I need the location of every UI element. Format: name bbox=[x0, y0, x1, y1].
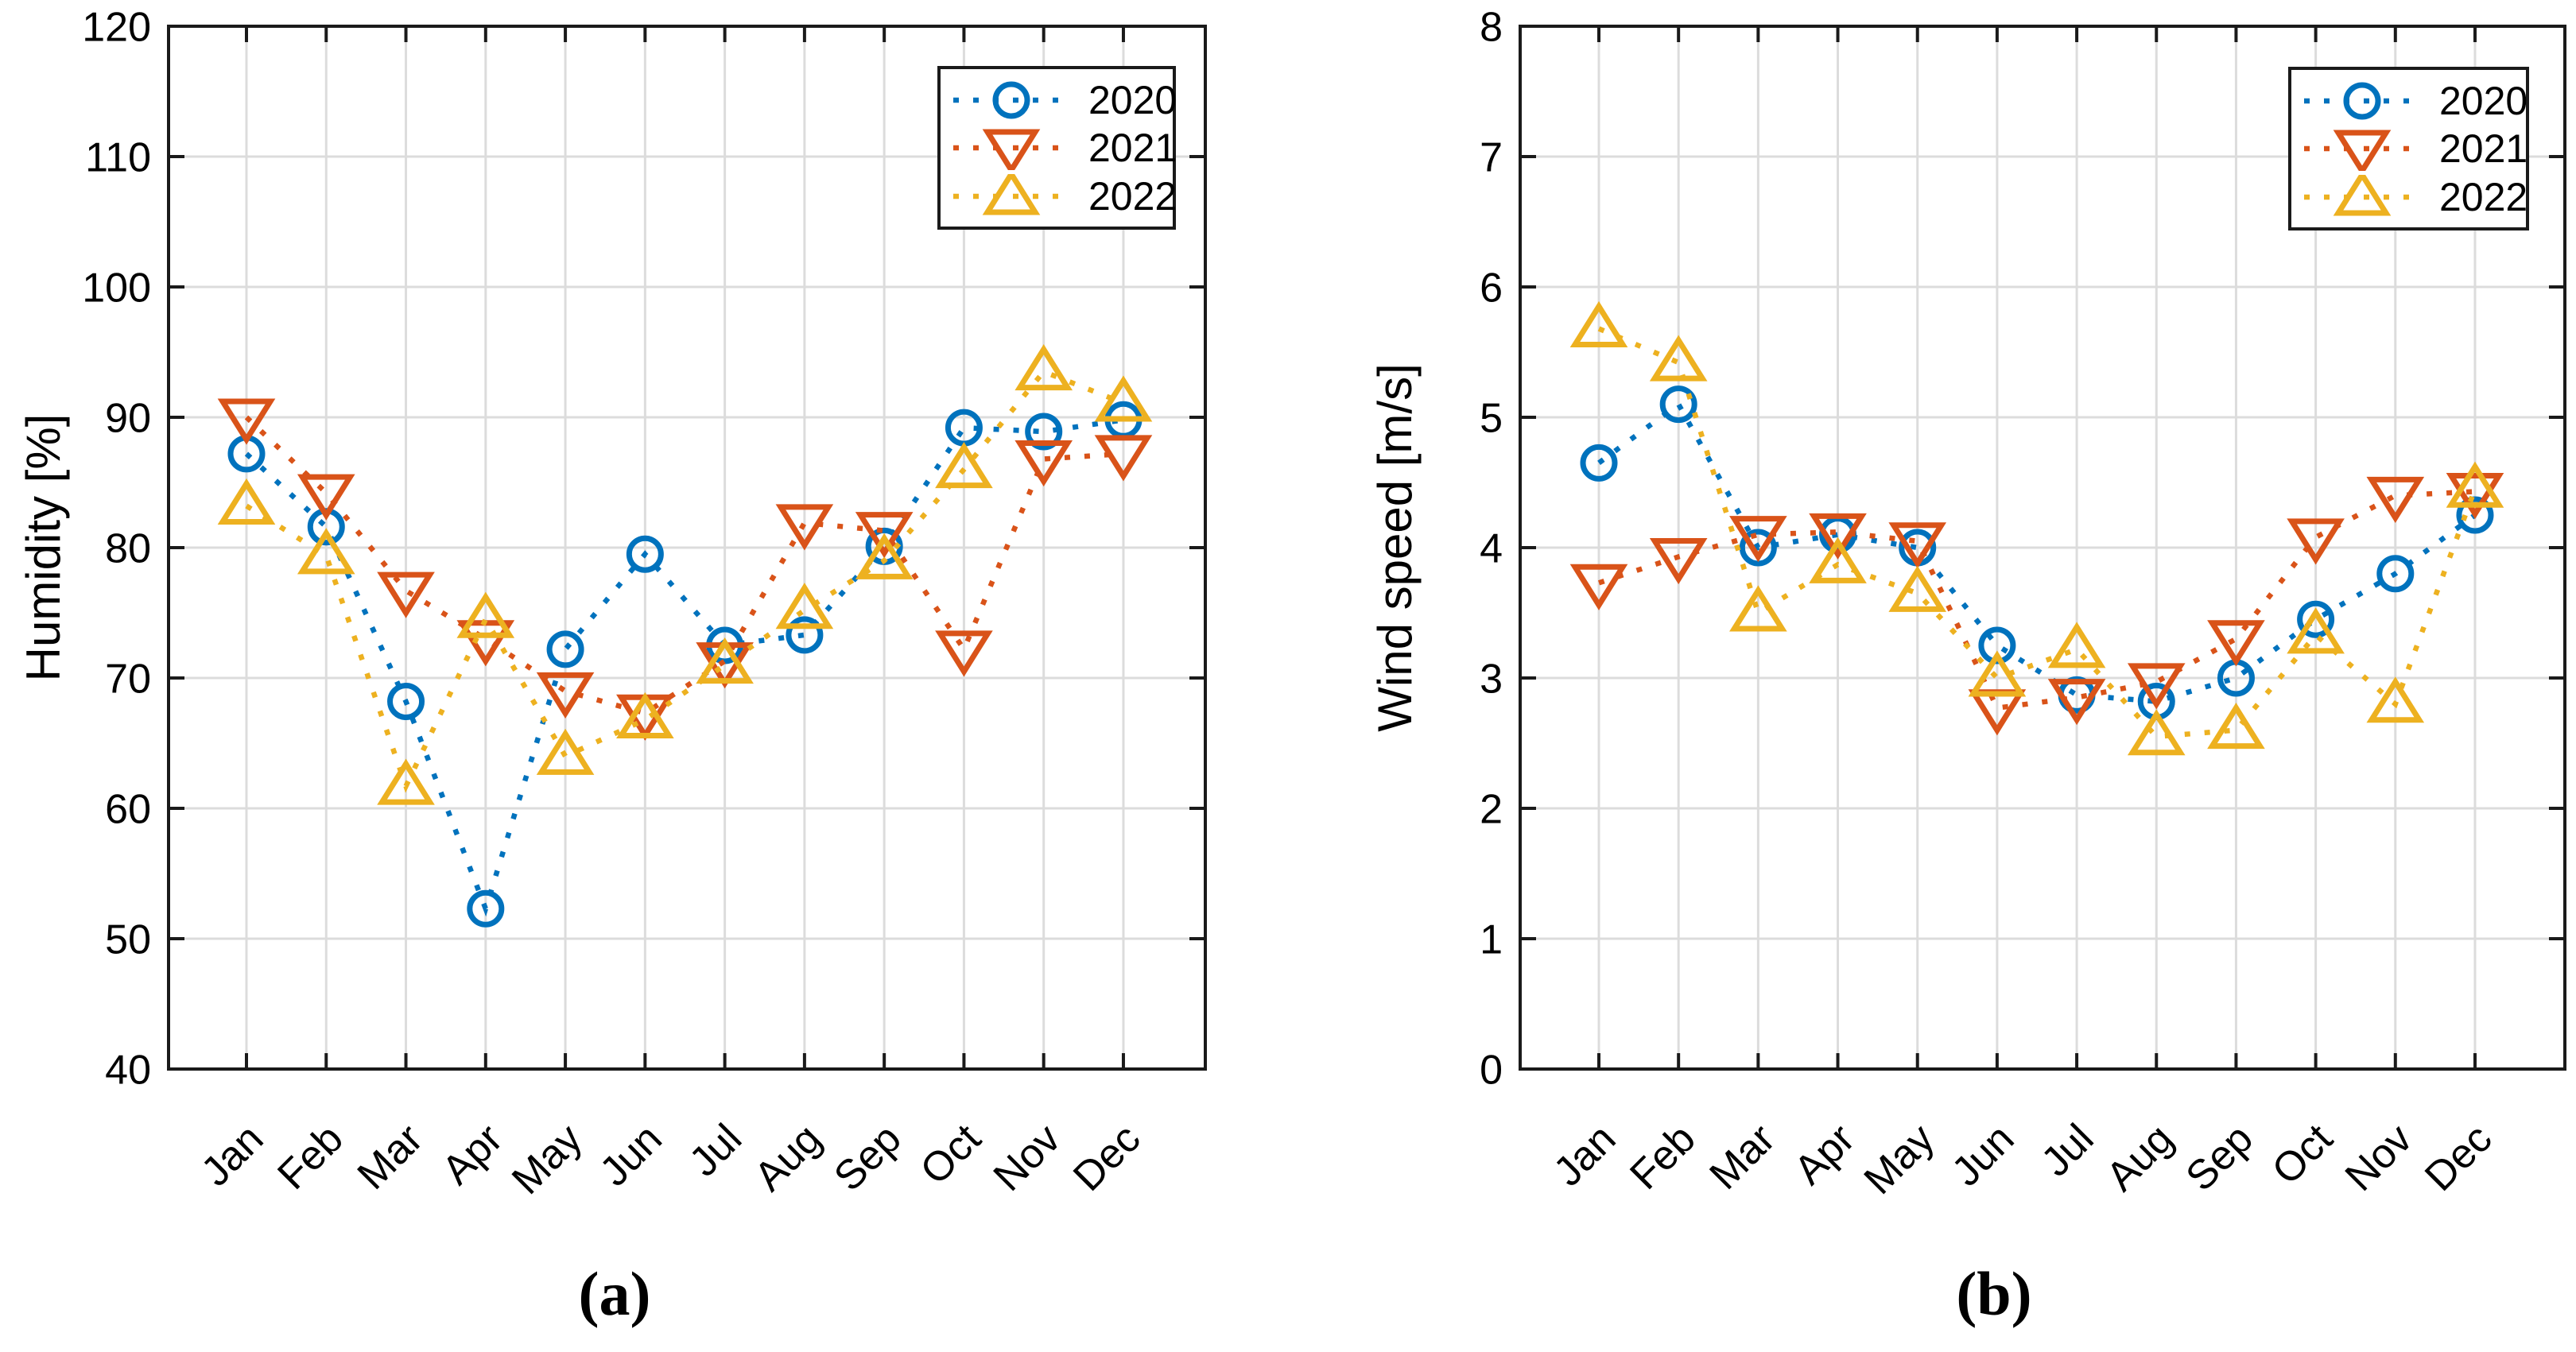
svg-text:2: 2 bbox=[1480, 787, 1503, 833]
svg-text:Aug: Aug bbox=[2097, 1115, 2182, 1199]
svg-text:Feb: Feb bbox=[269, 1115, 351, 1198]
svg-text:Dec: Dec bbox=[1065, 1115, 1149, 1199]
svg-text:8: 8 bbox=[1480, 5, 1503, 51]
svg-text:60: 60 bbox=[105, 787, 151, 833]
legend-marker-2021-icon bbox=[2304, 130, 2420, 171]
series-2020 bbox=[227, 401, 1143, 928]
svg-text:Apr: Apr bbox=[1786, 1115, 1864, 1193]
y-axis-label: Wind speed [m/s] bbox=[1368, 363, 1422, 732]
svg-text:5: 5 bbox=[1480, 396, 1503, 442]
svg-text:Mar: Mar bbox=[1701, 1115, 1784, 1198]
svg-text:Apr: Apr bbox=[433, 1115, 511, 1193]
svg-text:Jun: Jun bbox=[1943, 1115, 2023, 1195]
legend-label: 2020 bbox=[2439, 78, 2528, 123]
svg-text:100: 100 bbox=[82, 265, 151, 312]
svg-text:70: 70 bbox=[105, 657, 151, 703]
svg-text:Nov: Nov bbox=[2337, 1115, 2421, 1199]
svg-text:Jan: Jan bbox=[192, 1115, 272, 1195]
y-axis-label: Humidity [%] bbox=[17, 414, 70, 682]
svg-text:7: 7 bbox=[1480, 135, 1503, 181]
legend-row: 2022 bbox=[952, 173, 1177, 219]
svg-text:Dec: Dec bbox=[2416, 1115, 2500, 1199]
legend-row: 2020 bbox=[952, 78, 1177, 122]
series-2021 bbox=[217, 398, 1153, 741]
svg-text:Aug: Aug bbox=[746, 1115, 830, 1199]
svg-text:40: 40 bbox=[105, 1048, 151, 1094]
svg-text:Sep: Sep bbox=[825, 1115, 910, 1199]
svg-text:120: 120 bbox=[82, 5, 151, 51]
legend-label: 2021 bbox=[2439, 126, 2528, 171]
legend-row: 2020 bbox=[2302, 78, 2528, 123]
legend-label: 2022 bbox=[1088, 173, 1177, 219]
legend-label: 2020 bbox=[1088, 77, 1177, 122]
svg-text:90: 90 bbox=[105, 396, 151, 442]
series-2022 bbox=[217, 343, 1153, 805]
series-2021 bbox=[1569, 472, 2504, 736]
svg-text:May: May bbox=[503, 1115, 591, 1203]
caption-panel-b: (b) bbox=[1956, 1259, 2032, 1328]
svg-text:Mar: Mar bbox=[349, 1115, 432, 1198]
svg-text:Jul: Jul bbox=[681, 1115, 751, 1185]
legend-label: 2021 bbox=[1088, 126, 1177, 170]
series-2020 bbox=[1580, 385, 2494, 721]
svg-text:Jul: Jul bbox=[2033, 1115, 2103, 1185]
svg-text:Jan: Jan bbox=[1545, 1115, 1624, 1195]
legend-row: 2022 bbox=[2302, 174, 2528, 219]
tick-marks bbox=[1520, 25, 2565, 1071]
svg-text:4: 4 bbox=[1480, 526, 1503, 572]
legend-marker-2022-icon bbox=[953, 173, 1069, 215]
svg-text:Oct: Oct bbox=[912, 1115, 991, 1194]
legend-marker-2020-icon bbox=[953, 81, 1069, 118]
legend-marker-2021-icon bbox=[953, 129, 1069, 170]
grid bbox=[1520, 26, 2565, 1069]
svg-text:50: 50 bbox=[105, 917, 151, 963]
svg-text:Sep: Sep bbox=[2177, 1115, 2261, 1199]
svg-text:Jun: Jun bbox=[592, 1115, 671, 1195]
y-tick-labels: 0 1 2 3 4 5 6 7 8 bbox=[1480, 5, 1503, 1094]
legend-marker-2022-icon bbox=[2304, 174, 2420, 215]
svg-text:Oct: Oct bbox=[2264, 1115, 2342, 1194]
svg-text:110: 110 bbox=[85, 135, 151, 181]
legend-panel-b: 2020 2021 2022 bbox=[2288, 67, 2529, 230]
svg-text:6: 6 bbox=[1480, 265, 1503, 312]
legend-row: 2021 bbox=[952, 126, 1177, 170]
svg-text:1: 1 bbox=[1480, 917, 1503, 963]
legend-panel-a: 2020 2021 2022 bbox=[937, 66, 1177, 230]
svg-text:Feb: Feb bbox=[1621, 1115, 1704, 1198]
svg-text:0: 0 bbox=[1480, 1048, 1503, 1094]
legend-label: 2022 bbox=[2439, 174, 2528, 219]
caption-panel-a: (a) bbox=[578, 1259, 651, 1328]
series-2022 bbox=[1569, 300, 2504, 756]
svg-text:80: 80 bbox=[105, 526, 151, 572]
svg-text:May: May bbox=[1856, 1115, 1943, 1203]
svg-text:3: 3 bbox=[1480, 657, 1503, 703]
legend-marker-2020-icon bbox=[2304, 82, 2420, 119]
svg-text:Nov: Nov bbox=[985, 1115, 1069, 1199]
tick-marks bbox=[169, 25, 1205, 1071]
legend-row: 2021 bbox=[2302, 126, 2528, 171]
y-tick-labels: 40 50 60 70 80 90 100 110 120 bbox=[82, 5, 151, 1094]
